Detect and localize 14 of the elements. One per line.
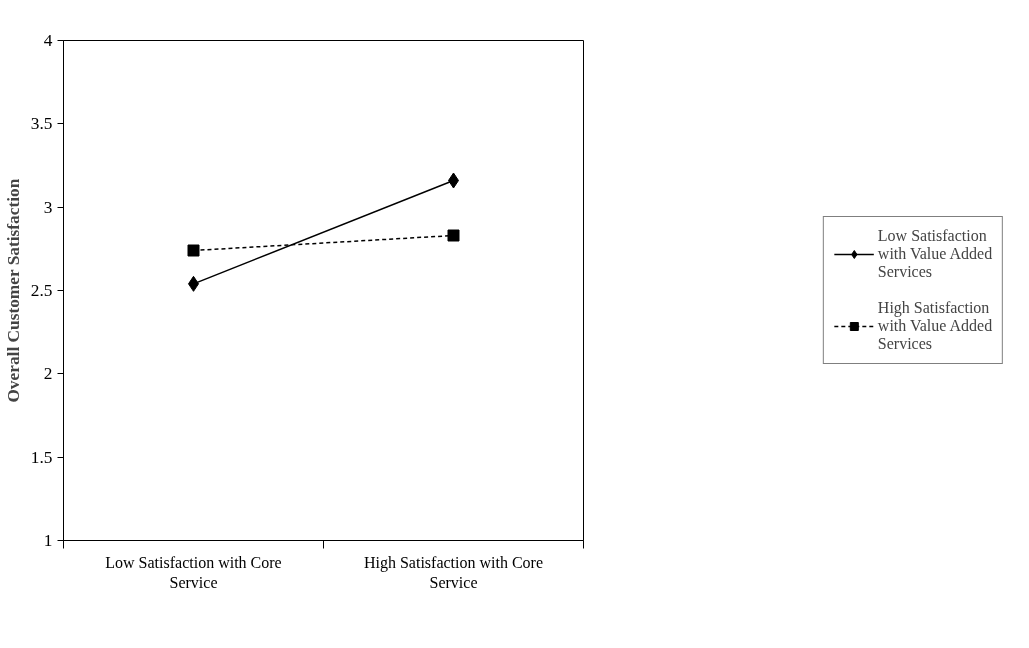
- y-tick-label: 3: [43, 197, 53, 217]
- y-tick-label: 2.5: [30, 281, 53, 300]
- y-tick-label: 1.5: [30, 447, 53, 467]
- point: [447, 229, 460, 242]
- legend-label: Low Satisfaction with Value Added Services: [877, 227, 993, 281]
- x-tick-label: Low Satisfaction with Core Service: [105, 553, 282, 591]
- x-tick-label: High Satisfaction with Core Service: [363, 553, 544, 591]
- point: [187, 244, 200, 257]
- y-tick-label: 1: [43, 531, 53, 550]
- y-tick-label: 3.5: [30, 114, 53, 134]
- legend-label: High Satisfaction with Value Added Services: [877, 299, 993, 353]
- y-axis-title: Overall Customer Satisfaction: [3, 178, 23, 403]
- y-tick-label: 4: [43, 31, 53, 50]
- y-tick-label: 2: [43, 364, 53, 384]
